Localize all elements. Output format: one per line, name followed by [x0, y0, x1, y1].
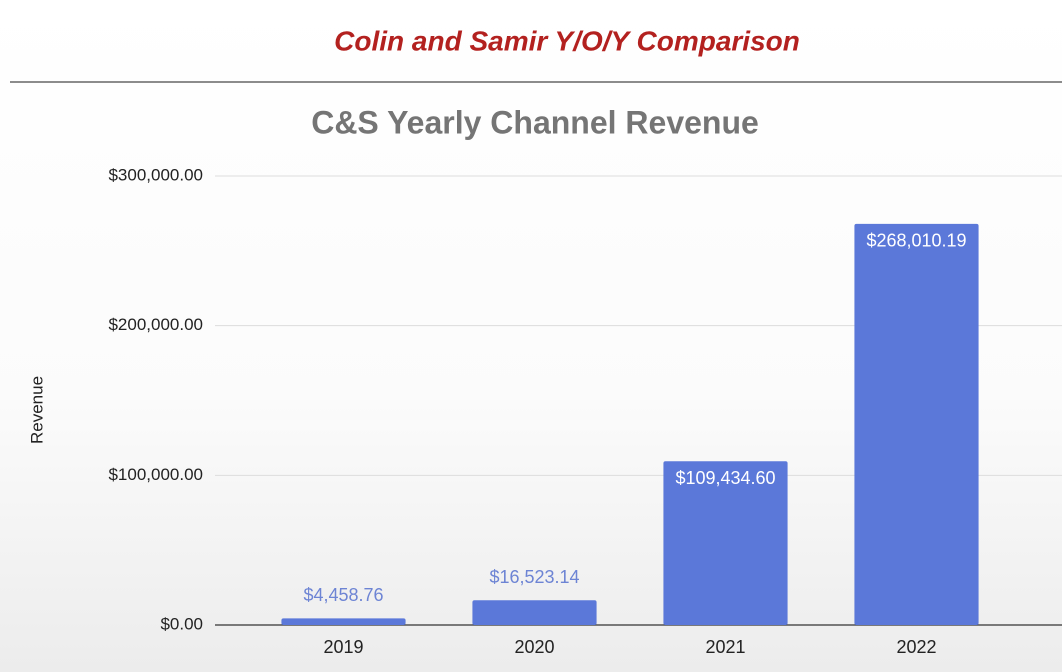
x-tick-label: 2021: [705, 637, 745, 657]
bar: [854, 223, 979, 625]
value-label: $4,458.76: [303, 585, 383, 605]
x-tick-label: 2020: [514, 637, 554, 657]
value-label: $16,523.14: [489, 567, 579, 587]
y-tick-label: $300,000.00: [108, 165, 203, 184]
chart-title: C&S Yearly Channel Revenue: [311, 104, 759, 140]
x-tick-label: 2019: [323, 637, 363, 657]
bar: [281, 618, 406, 625]
bar: [663, 461, 788, 625]
slide-title: Colin and Samir Y/O/Y Comparison: [334, 25, 800, 56]
value-label: $109,434.60: [675, 468, 775, 488]
y-axis-label: Revenue: [27, 376, 46, 444]
bar: [472, 600, 597, 625]
y-tick-label: $200,000.00: [108, 315, 203, 334]
y-tick-label: $100,000.00: [108, 465, 203, 484]
value-label: $268,010.19: [866, 231, 966, 251]
x-tick-label: 2022: [896, 637, 936, 657]
y-tick-label: $0.00: [160, 614, 203, 633]
